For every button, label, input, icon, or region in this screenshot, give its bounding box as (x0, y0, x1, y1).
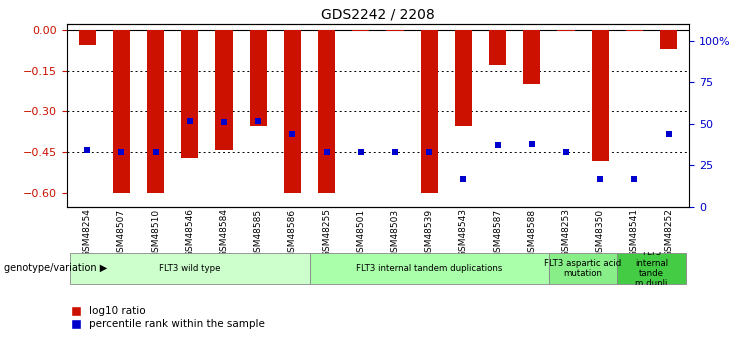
Bar (489, 30, 506, 65)
Bar (557, 30, 574, 31)
Bar (250, 30, 267, 127)
Text: FLT3 wild type: FLT3 wild type (159, 264, 221, 273)
Bar (591, 30, 609, 161)
Bar (523, 30, 540, 84)
FancyBboxPatch shape (549, 253, 617, 284)
Bar (455, 30, 472, 127)
Bar (182, 30, 199, 158)
Title: GDS2242 / 2208: GDS2242 / 2208 (321, 8, 435, 22)
FancyBboxPatch shape (70, 253, 310, 284)
Bar (318, 30, 335, 193)
Text: FLT3 aspartic acid
mutation: FLT3 aspartic acid mutation (545, 258, 622, 278)
Legend: log10 ratio, percentile rank within the sample: log10 ratio, percentile rank within the … (72, 306, 265, 329)
FancyBboxPatch shape (617, 253, 685, 284)
Bar (660, 30, 677, 49)
Bar (352, 30, 369, 31)
FancyBboxPatch shape (310, 253, 549, 284)
Bar (421, 30, 438, 193)
Bar (216, 30, 233, 150)
Text: FLT3
internal
tande
m dupli: FLT3 internal tande m dupli (635, 248, 668, 288)
Bar (79, 30, 96, 45)
Text: genotype/variation ▶: genotype/variation ▶ (4, 263, 107, 273)
Bar (387, 30, 404, 31)
Bar (147, 30, 165, 193)
Bar (284, 30, 301, 193)
Text: FLT3 internal tandem duplications: FLT3 internal tandem duplications (356, 264, 502, 273)
Bar (113, 30, 130, 193)
Bar (626, 30, 643, 31)
